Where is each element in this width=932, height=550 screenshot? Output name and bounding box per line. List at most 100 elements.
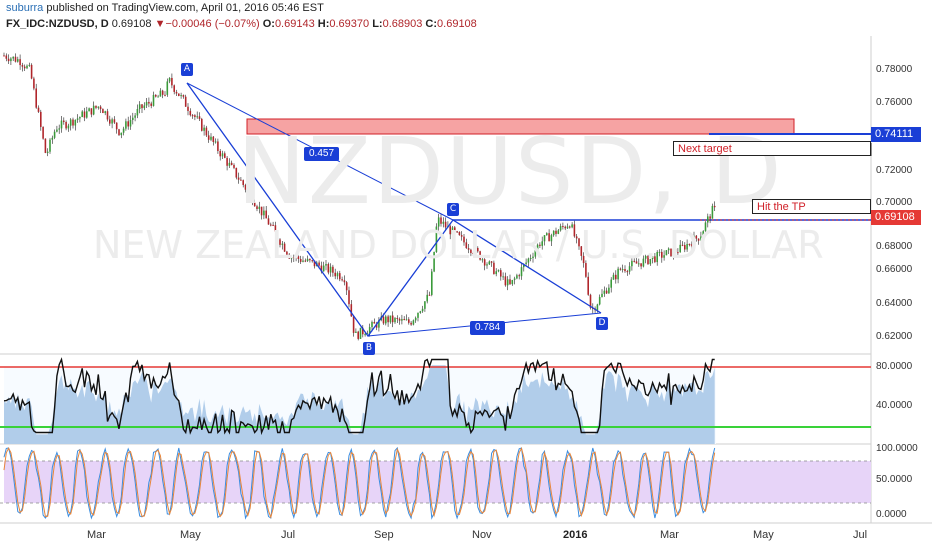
rsi-tick: 80.0000 [876,361,913,372]
candle-body [322,265,325,272]
candle-body [467,248,470,250]
candle-body [474,247,477,254]
candle-body [529,258,532,260]
candle-body [654,256,656,263]
candle-body [23,66,26,69]
wave-point-a[interactable]: A [181,63,193,76]
candle-body [571,224,573,228]
candle-body [394,318,396,323]
candle-body [318,262,320,266]
candle-body [95,105,97,108]
candle-body [272,224,274,226]
candle-body [343,280,346,283]
candle-body [635,261,638,264]
candle-body [86,111,88,118]
candle-body [704,222,707,232]
candle-body [628,266,631,272]
candle-body [509,279,511,285]
candle-body [240,179,242,181]
stoch-d-line[interactable] [3,447,716,519]
symbol-label[interactable]: FX_IDC:NZDUSD, D [6,18,109,30]
candle-body [403,319,405,321]
candle-body [605,290,608,294]
candle-body [638,263,640,265]
stoch-k-line[interactable] [3,446,716,520]
candle-body [495,271,497,275]
candle-body [412,320,415,325]
candle-body [251,192,254,203]
candle-body [693,235,695,247]
candle-body [382,316,385,324]
candle-body [148,101,150,104]
candle-body [17,59,19,62]
candle-body [477,247,479,252]
candle-body [449,226,451,235]
ratio-bd-label[interactable]: 0.784 [470,321,506,335]
candle-body [65,121,67,129]
candle-body [481,259,484,261]
candle-body [348,290,350,305]
pattern-leg[interactable] [186,82,602,338]
candle-body [60,120,63,129]
candle-body [373,321,376,324]
candle-body [311,260,313,262]
open-value: 0.69143 [274,18,315,30]
next-target-note[interactable]: Next target [673,141,871,156]
candle-body [81,111,83,118]
candle-body [138,104,141,110]
candle-body [431,271,433,295]
candle-body [596,304,599,311]
candle-body [3,55,5,57]
candle-body [276,231,279,240]
candle-body [145,101,148,106]
candle-body [219,150,221,157]
candle-body [281,243,284,245]
candle-body [249,190,251,193]
candle-body [336,273,339,277]
rsi-area [4,365,715,444]
rsi-line[interactable] [3,357,715,436]
candle-body [30,64,33,79]
candle-body [72,119,74,126]
wave-point-b[interactable]: B [363,342,375,355]
author-link[interactable]: suburra [6,2,44,14]
wave-point-c[interactable]: C [447,203,459,216]
candle-body [10,58,12,62]
time-tick: Mar [87,529,106,541]
candle-body [624,269,626,272]
candle-body [217,141,219,151]
candle-body [253,202,256,207]
candle-body [647,255,649,265]
candle-body [235,167,238,178]
candle-body [700,236,702,241]
candle-body [141,104,143,109]
candle-body [364,334,366,336]
candle-body [109,119,111,124]
candle-body [194,115,196,118]
target-zone[interactable] [246,118,795,135]
last-value: 0.69108 [111,18,152,30]
hit-tp-note[interactable]: Hit the TP [752,199,871,214]
candle-body [111,119,113,124]
candle-body [375,323,378,328]
time-tick: Jul [281,529,296,541]
publisher-line: suburra published on TradingView.com, Ap… [6,2,324,14]
candle-body [302,260,304,262]
candle-body [688,243,691,245]
candle-body [265,210,267,219]
candle-body [118,129,120,136]
candle-body [550,235,553,242]
candle-body [667,248,670,251]
low-value: 0.68903 [382,18,423,30]
candle-body [520,267,523,277]
candle-body [187,106,189,111]
wave-point-d[interactable]: D [596,317,608,330]
candle-body [90,108,93,115]
ratio-ab-label[interactable]: 0.457 [304,147,340,161]
candle-body [122,128,125,133]
candle-body [516,275,518,279]
rsi-tick: 40.0000 [876,400,913,411]
candle-body [58,128,60,130]
candle-body [555,230,557,234]
